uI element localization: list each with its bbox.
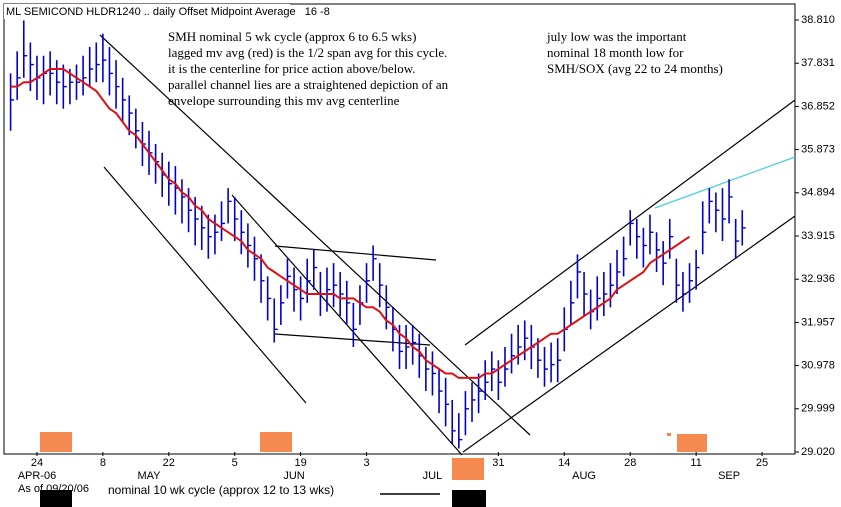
moving-average <box>10 68 691 379</box>
cycle-box <box>677 434 707 452</box>
channel-line <box>103 166 307 404</box>
annotation-line: lagged mv avg (red) is the 1/2 span avg … <box>168 45 447 60</box>
annotation-line: envelope surrounding this mv avg centerl… <box>168 93 400 108</box>
x-tick-label: 24 <box>31 457 43 469</box>
channel-line <box>274 333 431 346</box>
month-label: APR-06 <box>18 470 57 482</box>
annotation-line: SMH nominal 5 wk cycle (approx 6 to 6.5 … <box>168 29 416 44</box>
channel-line <box>654 156 796 209</box>
x-tick-label: 25 <box>756 457 768 469</box>
annotation-line: parallel channel lies are a straightened… <box>168 77 449 92</box>
title-box <box>4 4 290 19</box>
month-label: JUL <box>423 470 443 482</box>
x-tick-label: 8 <box>100 457 106 469</box>
y-tick-label: 29.020 <box>801 446 835 458</box>
plot-frame <box>3 3 796 455</box>
annotation-line: SMH/SOX (avg 22 to 24 months) <box>547 61 723 76</box>
channel-line <box>274 245 437 261</box>
y-tick-label: 31.957 <box>801 316 835 328</box>
x-tick-label: 22 <box>163 457 175 469</box>
x-tick-label: 11 <box>690 457 701 469</box>
annotation-line: it is the centerline for price action ab… <box>168 61 416 76</box>
y-tick-label: 36.852 <box>801 100 835 112</box>
y-tick-label: 33.915 <box>801 230 835 242</box>
channel-line <box>231 194 463 456</box>
month-label: AUG <box>572 470 596 482</box>
y-tick-label: 34.894 <box>801 187 835 199</box>
x-tick-label: 3 <box>363 457 369 469</box>
as-of-date: As of 09/20/06 <box>18 483 89 495</box>
annotation-line: july low was the important <box>546 29 687 44</box>
channel-line <box>99 34 531 436</box>
marks <box>9 20 746 449</box>
y-tick-label: 37.831 <box>801 57 835 69</box>
cycle-note: nominal 10 wk cycle (approx 12 to 13 wks… <box>108 483 334 497</box>
annotation: SMH nominal 5 wk cycle (approx 6 to 6.5 … <box>168 29 723 108</box>
channel-line <box>462 215 796 453</box>
cycle-box <box>40 432 72 452</box>
cycle-box-long <box>40 490 72 507</box>
x-tick-label: 19 <box>295 457 307 469</box>
y-tick-label: 32.936 <box>801 273 835 285</box>
y-tick-label: 29.999 <box>801 403 835 415</box>
month-label: MAY <box>138 470 162 482</box>
y-tick-label: 30.978 <box>801 360 835 372</box>
cycle-box <box>260 432 292 452</box>
month-label: SEP <box>718 470 740 482</box>
cycle-box <box>452 458 484 480</box>
annotation-line: nominal 18 month low for <box>547 45 684 60</box>
cycle-box-long <box>452 490 486 507</box>
x-tick-label: 31 <box>492 457 504 469</box>
x-tick-label: 14 <box>558 457 570 469</box>
chart-title: ML SEMICOND HLDR1240 .. daily Offset Mid… <box>6 6 330 18</box>
month-label: JUN <box>283 470 304 482</box>
x-tick-label: 28 <box>624 457 636 469</box>
y-tick-label: 35.873 <box>801 144 835 156</box>
x-tick-label: 5 <box>232 457 238 469</box>
cycle-box <box>667 433 671 436</box>
y-tick-label: 38.810 <box>801 14 835 26</box>
